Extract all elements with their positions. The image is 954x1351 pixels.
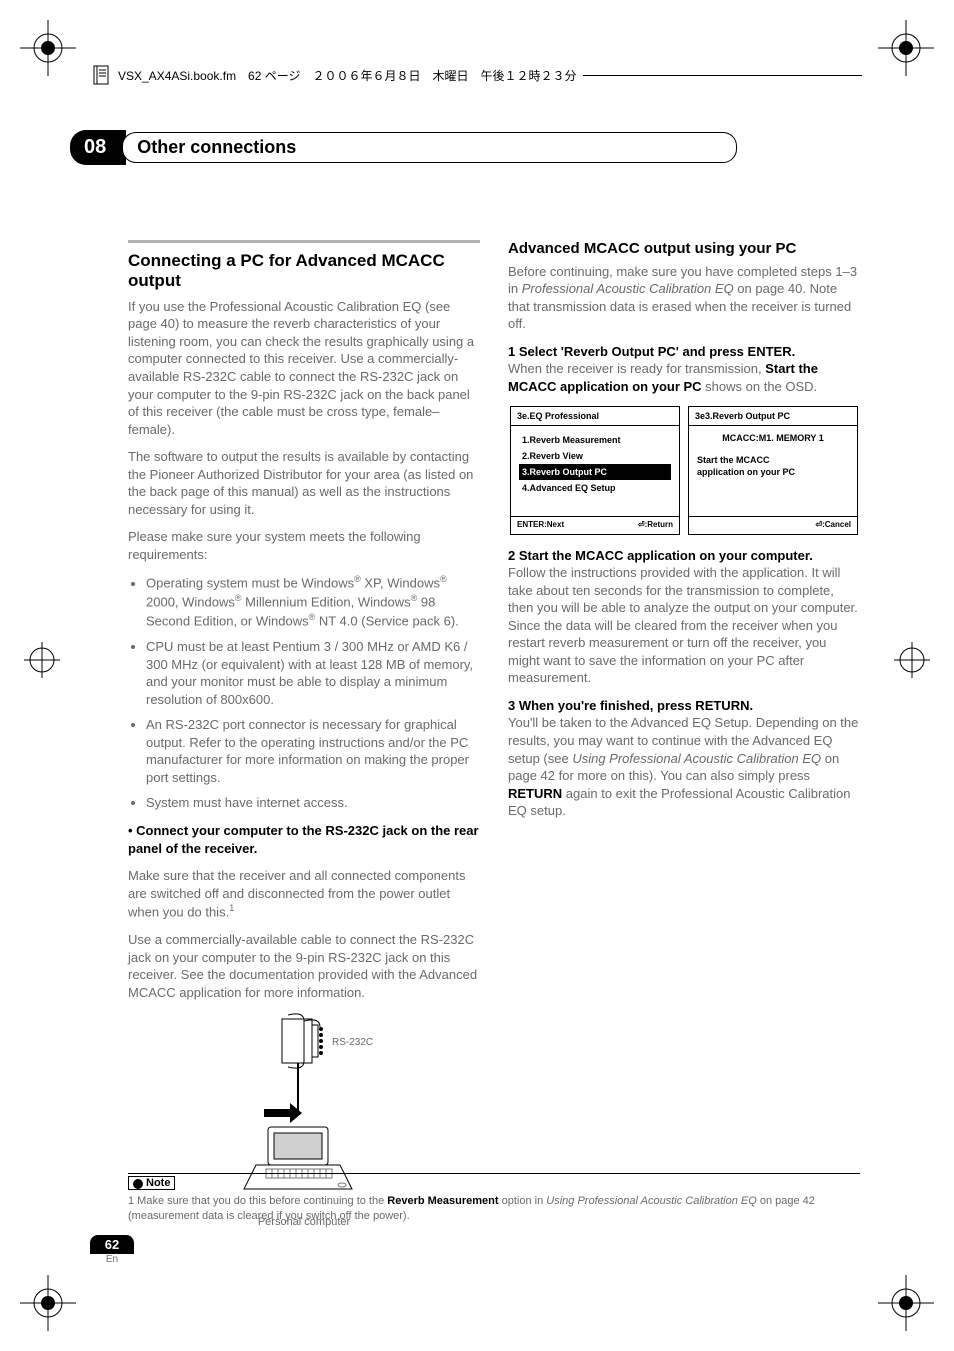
- osd-screenshots: 3e.EQ Professional 1.Reverb Measurement …: [508, 406, 860, 535]
- osd-box-2: 3e3.Reverb Output PC MCACC:M1. MEMORY 1 …: [688, 406, 858, 535]
- osd-footer-left: ENTER:Next: [517, 520, 564, 531]
- note-icon: [133, 1179, 143, 1189]
- osd-item: 2.Reverb View: [519, 448, 671, 464]
- page-language: En: [90, 1254, 134, 1265]
- paragraph: Make sure that the receiver and all conn…: [128, 867, 480, 921]
- osd-item: 1.Reverb Measurement: [519, 432, 671, 448]
- osd-title: 3e3.Reverb Output PC: [689, 407, 857, 426]
- crop-mark-tl: [20, 20, 80, 80]
- left-column: Connecting a PC for Advanced MCACC outpu…: [128, 240, 480, 1230]
- footnote-text: 1 Make sure that you do this before cont…: [128, 1194, 860, 1223]
- chapter-title: Other connections: [122, 132, 737, 163]
- osd-item-selected: 3.Reverb Output PC: [519, 464, 671, 480]
- section-title: Connecting a PC for Advanced MCACC outpu…: [128, 251, 480, 292]
- chapter-header: 08 Other connections: [70, 130, 737, 165]
- requirements-list: Operating system must be Windows® XP, Wi…: [128, 573, 480, 812]
- connect-step-head: • Connect your computer to the RS-232C j…: [128, 822, 480, 857]
- osd-box-1: 3e.EQ Professional 1.Reverb Measurement …: [510, 406, 680, 535]
- note-label: Note: [128, 1176, 175, 1190]
- crop-mark-br: [874, 1271, 934, 1331]
- osd-start-line: application on your PC: [697, 466, 849, 478]
- footnote-rule: [128, 1173, 860, 1174]
- paragraph: Before continuing, make sure you have co…: [508, 263, 860, 333]
- footnote-area: Note 1 Make sure that you do this before…: [128, 1173, 860, 1223]
- file-path-text: VSX_AX4ASi.book.fm 62 ページ ２００６年６月８日 木曜日 …: [118, 67, 577, 84]
- registration-mark-left: [22, 640, 62, 680]
- list-item: CPU must be at least Pentium 3 / 300 MHz…: [146, 638, 480, 708]
- step-2: 2 Start the MCACC application on your co…: [508, 547, 860, 687]
- osd-footer-right: ⏎:Cancel: [815, 520, 851, 531]
- page-number-value: 62: [90, 1235, 134, 1254]
- paragraph: Use a commercially-available cable to co…: [128, 931, 480, 1001]
- book-icon: [92, 64, 112, 86]
- header-rule: [583, 75, 862, 76]
- page-number: 62 En: [90, 1235, 134, 1265]
- step-3: 3 When you're finished, press RETURN. Yo…: [508, 697, 860, 820]
- registration-mark-right: [892, 640, 932, 680]
- osd-title: 3e.EQ Professional: [511, 407, 679, 426]
- list-item: System must have internet access.: [146, 794, 480, 812]
- paragraph: The software to output the results is av…: [128, 448, 480, 518]
- chapter-number-badge: 08: [70, 130, 126, 165]
- section-rule: [128, 240, 480, 243]
- file-path-header: VSX_AX4ASi.book.fm 62 ページ ２００６年６月８日 木曜日 …: [92, 64, 862, 86]
- subsection-title: Advanced MCACC output using your PC: [508, 240, 860, 259]
- osd-item: 4.Advanced EQ Setup: [519, 480, 671, 496]
- osd-memory: MCACC:M1. MEMORY 1: [697, 432, 849, 444]
- step-1: 1 Select 'Reverb Output PC' and press EN…: [508, 343, 860, 396]
- paragraph: If you use the Professional Acoustic Cal…: [128, 298, 480, 438]
- list-item: An RS-232C port connector is necessary f…: [146, 716, 480, 786]
- crop-mark-tr: [874, 20, 934, 80]
- right-column: Advanced MCACC output using your PC Befo…: [508, 240, 860, 1230]
- rs232c-label: RS-232C: [332, 1037, 373, 1048]
- osd-footer-right: ⏎:Return: [638, 520, 673, 531]
- paragraph: Please make sure your system meets the f…: [128, 528, 480, 563]
- osd-start-line: Start the MCACC: [697, 454, 849, 466]
- list-item: Operating system must be Windows® XP, Wi…: [146, 573, 480, 630]
- crop-mark-bl: [20, 1271, 80, 1331]
